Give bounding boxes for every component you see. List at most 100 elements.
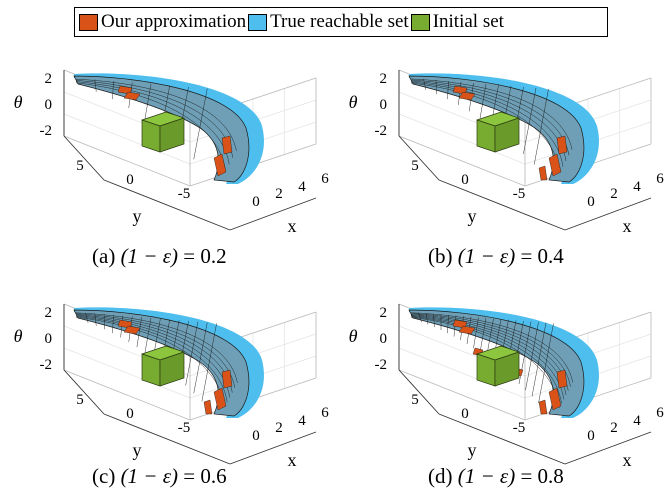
cube-side: [494, 117, 520, 153]
grid-line: [63, 347, 191, 399]
y-tick-label: 0: [461, 406, 469, 422]
legend-swatch-reachable: [248, 13, 268, 31]
caption-value: = 0.2: [183, 244, 227, 268]
approximation-patch: [203, 399, 213, 415]
y-axis-line: [63, 135, 105, 181]
x-axis-label: x: [288, 216, 297, 236]
x-tick-label: 2: [275, 186, 283, 202]
approximation-patches: [452, 85, 568, 181]
approximation-patch: [458, 325, 476, 335]
z-axis-label: θ: [349, 92, 358, 112]
z-axis-label: θ: [14, 92, 23, 112]
approximation-patch: [538, 399, 548, 415]
mesh-line: [144, 317, 152, 353]
cube-side: [159, 117, 185, 153]
mesh-line: [185, 321, 199, 386]
x-axis-line: [229, 431, 317, 465]
z-tick-label: -2: [375, 123, 388, 139]
legend-item-approximation: Our approximation: [79, 11, 246, 33]
axes-front: [398, 70, 652, 231]
caption-tag: (a): [92, 244, 116, 268]
mesh-line: [410, 82, 561, 173]
y-tick-label: 5: [411, 158, 419, 174]
mesh-line: [410, 316, 562, 404]
x-tick-label: 0: [587, 194, 595, 210]
approximation-surface: [73, 309, 250, 417]
y-axis-front: [438, 413, 566, 465]
caption-tag: (c): [92, 464, 116, 488]
z-tick-label: 0: [380, 331, 388, 347]
legend-label-initial: Initial set: [432, 11, 504, 32]
caption-b: (b) (1 − ε) = 0.4: [428, 244, 564, 269]
z-tick-label: -2: [375, 357, 388, 373]
initial-set-cube: [475, 345, 521, 387]
caption-a: (a) (1 − ε) = 0.2: [92, 244, 227, 269]
y-axis-front: [103, 413, 231, 465]
mesh-line: [75, 78, 237, 151]
z-axis-label: θ: [349, 326, 358, 346]
legend-label-approximation: Our approximation: [101, 11, 247, 32]
mesh-line: [112, 80, 114, 100]
mesh-line: [525, 322, 539, 391]
initial-set-cube: [140, 345, 186, 387]
initial-set-cube: [140, 111, 186, 153]
y-tick-label: -5: [178, 420, 191, 436]
caption-expr: (1 − ε): [457, 464, 516, 488]
mesh-line: [410, 312, 573, 383]
legend-swatch-initial: [410, 13, 430, 31]
legend: Our approximation True reachable set Ini…: [74, 7, 608, 37]
approximation-patch: [221, 135, 233, 155]
caption-d: (d) (1 − ε) = 0.8: [428, 464, 564, 489]
grid-line: [398, 347, 526, 399]
mesh-line: [75, 312, 238, 383]
caption-tag: (d): [428, 464, 453, 488]
x-tick-label: 6: [321, 171, 329, 187]
caption-c: (c) (1 − ε) = 0.6: [92, 464, 227, 489]
x-tick-label: 2: [610, 186, 618, 202]
z-axis-label: θ: [14, 326, 23, 346]
axes-front: [63, 304, 317, 465]
legend-label-reachable: True reachable set: [270, 11, 409, 32]
cube-front: [141, 353, 161, 387]
caption-expr: (1 − ε): [457, 244, 516, 268]
approximation-surface: [73, 75, 250, 183]
x-axis-label: x: [288, 450, 297, 470]
mesh-line: [410, 78, 573, 150]
approximation-mesh: [410, 312, 573, 408]
z-tick-label: 2: [45, 71, 53, 87]
approximation-patch: [548, 153, 562, 177]
x-tick-label: 4: [633, 179, 641, 195]
mesh-line: [473, 317, 479, 349]
z-tick-label: -2: [40, 357, 53, 373]
x-axis-label: x: [623, 450, 632, 470]
y-axis-line: [63, 369, 105, 415]
box-edge: [63, 135, 191, 187]
x-tick-label: 0: [587, 428, 595, 444]
z-tick-label: 2: [45, 305, 53, 321]
x-axis-line: [564, 197, 652, 231]
box-edge: [398, 135, 526, 187]
approximation-patches: [117, 319, 233, 415]
mesh-line: [425, 313, 429, 325]
y-axis-front: [438, 179, 566, 231]
legend-item-reachable: True reachable set: [248, 11, 409, 33]
subplot-b: 2 0 -2 θ 5 0 -5 y 0 2 4 6 x: [335, 48, 670, 238]
y-tick-label: 5: [76, 392, 84, 408]
y-axis-label: y: [133, 206, 142, 226]
y-axis-label: y: [468, 440, 477, 460]
y-axis-label: y: [468, 206, 477, 226]
y-axis-front: [103, 179, 231, 231]
y-tick-label: 0: [126, 172, 134, 188]
z-tick-label: 2: [380, 71, 388, 87]
y-axis-label: y: [133, 440, 142, 460]
approximation-patch: [556, 369, 568, 389]
legend-swatch-approximation: [79, 13, 98, 31]
approximation-patch: [556, 135, 568, 155]
mesh-line: [193, 322, 208, 394]
x-tick-label: 2: [275, 420, 283, 436]
mesh-line: [433, 313, 435, 328]
